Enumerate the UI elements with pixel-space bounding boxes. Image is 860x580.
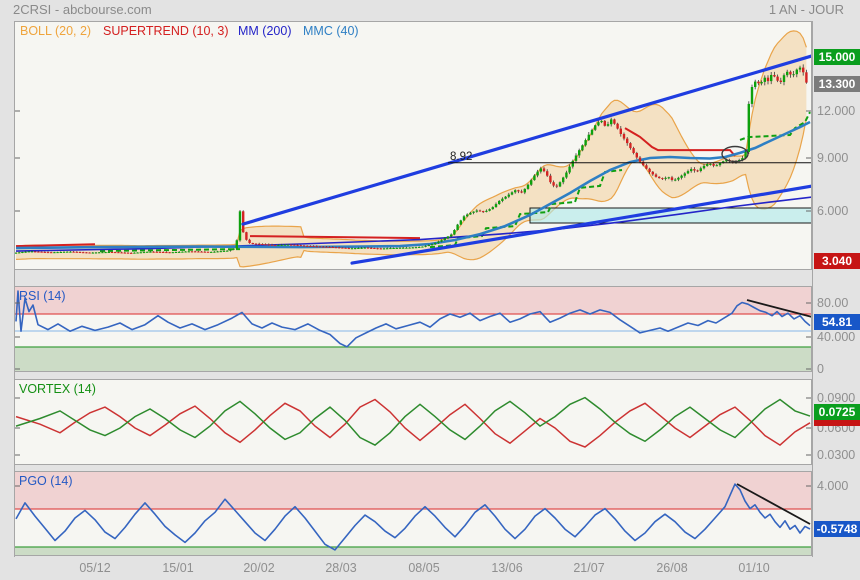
- rsi-plot[interactable]: [15, 287, 811, 371]
- axis-value-label: 40.000: [817, 330, 856, 344]
- vortex-panel[interactable]: [14, 379, 812, 465]
- axis-value-label: 4.000: [817, 479, 849, 493]
- date-label: 20/02: [243, 561, 275, 575]
- axis-value-label: 12.000: [817, 104, 856, 118]
- legend-item-mm: MM (200): [238, 24, 292, 38]
- pgo-panel[interactable]: [14, 471, 812, 556]
- date-label: 15/01: [162, 561, 194, 575]
- vortex-value-badge: 0.0725: [814, 404, 860, 420]
- date-label: 01/10: [738, 561, 770, 575]
- plot-right-border: [812, 21, 813, 557]
- date-label: 05/12: [79, 561, 111, 575]
- axis-value-label: 0.0300: [817, 448, 856, 462]
- svg-text:8.92: 8.92: [450, 151, 472, 163]
- rsi-indicator-title: RSI (14): [19, 289, 66, 303]
- price-badge: 15.000: [814, 49, 860, 65]
- pgo-value-badge: -0.5748: [814, 521, 860, 537]
- legend-item-boll: BOLL (20, 2): [20, 24, 92, 38]
- period-interval-label: 1 AN - JOUR: [768, 2, 844, 17]
- vortex-plot[interactable]: [15, 380, 811, 464]
- price-badge: 3.040: [814, 253, 860, 269]
- legend-item-mmc: MMC (40): [303, 24, 359, 38]
- axis-value-label: 9.000: [817, 151, 849, 165]
- instrument-title: 2CRSI - abcbourse.com: [13, 2, 152, 17]
- axis-value-label: 80.00: [817, 296, 849, 310]
- price-panel[interactable]: 8.92: [14, 21, 812, 270]
- pgo-indicator-title: PGO (14): [19, 474, 73, 488]
- date-label: 13/06: [491, 561, 523, 575]
- rsi-value-badge: 54.81: [814, 314, 860, 330]
- vortex-indicator-title: VORTEX (14): [19, 382, 96, 396]
- date-label: 08/05: [408, 561, 440, 575]
- legend-item-supertrend: SUPERTREND (10, 3): [103, 24, 229, 38]
- price-plot[interactable]: 8.92: [15, 22, 811, 269]
- pgo-plot[interactable]: [15, 472, 811, 555]
- date-label: 21/07: [573, 561, 605, 575]
- price-badge: 13.300: [814, 76, 860, 92]
- axis-value-label: 6.000: [817, 204, 849, 218]
- rsi-panel[interactable]: [14, 286, 812, 372]
- date-label: 28/03: [325, 561, 357, 575]
- date-label: 26/08: [656, 561, 688, 575]
- axis-value-label: 0: [817, 362, 824, 376]
- axis-value-label: 0.0900: [817, 391, 856, 405]
